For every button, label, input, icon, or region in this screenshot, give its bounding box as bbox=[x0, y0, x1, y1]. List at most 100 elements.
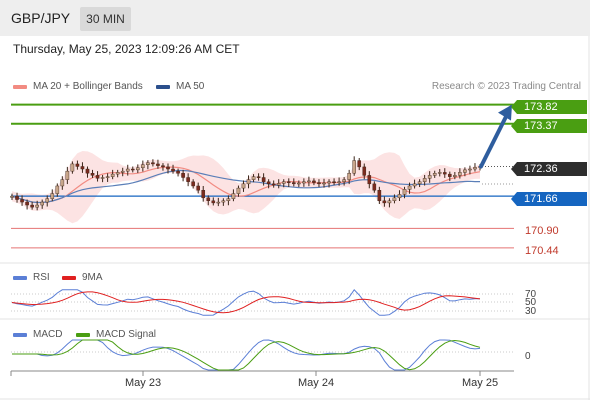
candle-body-up bbox=[35, 204, 39, 208]
candle bbox=[442, 168, 447, 178]
timeframe-button[interactable]: 30 MIN bbox=[80, 7, 131, 31]
candle-body-up bbox=[146, 162, 150, 165]
candle-body-down bbox=[171, 168, 175, 172]
rsi-panel bbox=[0, 262, 590, 316]
macd-panel bbox=[0, 318, 590, 371]
legend-label-ma50: MA 50 bbox=[176, 81, 205, 92]
candle bbox=[251, 174, 256, 183]
target-arrow-layer bbox=[479, 104, 512, 169]
candle-body-up bbox=[50, 193, 55, 199]
candle bbox=[20, 195, 24, 206]
legend-macd-signal: MACD Signal bbox=[76, 329, 156, 340]
candle-body-up bbox=[70, 163, 75, 172]
candle-body-down bbox=[196, 185, 200, 191]
candle bbox=[473, 163, 477, 172]
candle-body-up bbox=[55, 185, 60, 194]
candle-body-up bbox=[216, 201, 221, 204]
levels-layer bbox=[11, 103, 514, 249]
candle bbox=[352, 156, 356, 176]
candle-body-down bbox=[292, 182, 296, 185]
candle bbox=[120, 167, 125, 177]
chart-header: GBP/JPY 30 MIN bbox=[0, 0, 590, 36]
candle-body-up bbox=[422, 178, 427, 182]
candle bbox=[437, 169, 442, 177]
x-axis bbox=[0, 36, 590, 400]
candle-body-down bbox=[15, 195, 19, 200]
candle bbox=[327, 179, 331, 188]
candle bbox=[201, 185, 206, 202]
candle-body-up bbox=[322, 182, 326, 185]
candle-body-up bbox=[221, 200, 226, 203]
candle bbox=[266, 179, 271, 189]
legend-swatch-ma20 bbox=[13, 84, 27, 89]
candle-body-up bbox=[115, 172, 120, 175]
candle bbox=[407, 182, 412, 194]
candle bbox=[337, 177, 341, 186]
candle-body-up bbox=[141, 164, 145, 168]
candle-body-down bbox=[317, 182, 321, 185]
candle bbox=[297, 180, 301, 188]
candle bbox=[136, 164, 140, 174]
candle bbox=[367, 171, 372, 189]
candle-body-down bbox=[90, 173, 95, 176]
candle bbox=[191, 179, 195, 189]
candle-body-down bbox=[176, 170, 180, 174]
candle bbox=[302, 178, 306, 187]
candle bbox=[141, 160, 145, 172]
chart-datetime: Thursday, May 25, 2023 12:09:26 AM CET bbox=[13, 42, 240, 56]
candle bbox=[35, 200, 39, 211]
candle bbox=[231, 189, 236, 202]
candle bbox=[468, 165, 472, 175]
candle bbox=[15, 192, 19, 203]
candle-body-up bbox=[337, 181, 341, 183]
candle-body-down bbox=[271, 183, 276, 186]
candle-body-up bbox=[65, 170, 70, 180]
rsi-line bbox=[11, 289, 480, 316]
candle-body-up bbox=[276, 183, 281, 186]
macd-signal-line bbox=[12, 339, 481, 371]
candle bbox=[30, 201, 34, 210]
candle bbox=[206, 195, 211, 206]
candle-body-down bbox=[20, 199, 24, 203]
candle-body-down bbox=[372, 183, 377, 191]
legend-swatch-macd-signal bbox=[76, 332, 90, 337]
candle-body-down bbox=[156, 163, 160, 166]
candle-body-up bbox=[241, 183, 246, 189]
candle-body-up bbox=[236, 187, 241, 194]
candle bbox=[276, 179, 281, 189]
candle-body-down bbox=[206, 197, 211, 202]
target-arrow-head bbox=[498, 104, 512, 121]
candle-body-down bbox=[166, 166, 170, 170]
candle bbox=[432, 170, 437, 178]
candle bbox=[286, 178, 291, 188]
rsi-level-30: 30 bbox=[525, 306, 537, 317]
ma50-line bbox=[11, 169, 480, 204]
candle bbox=[125, 164, 130, 176]
candle bbox=[372, 181, 377, 193]
candle-body-up bbox=[437, 172, 442, 174]
candle-body-up bbox=[458, 172, 462, 176]
candle bbox=[110, 169, 115, 180]
candle bbox=[402, 186, 407, 199]
rsi-level-50: 50 bbox=[525, 297, 537, 308]
legend-ma20-bollinger: MA 20 + Bollinger Bands bbox=[13, 81, 143, 92]
candle-body-up bbox=[246, 179, 251, 185]
candle bbox=[281, 179, 286, 188]
candle bbox=[186, 173, 190, 187]
candle bbox=[70, 161, 75, 174]
candle-body-down bbox=[357, 160, 362, 168]
resistance-tag-2: 173.37 bbox=[511, 119, 587, 133]
candle-body-up bbox=[473, 167, 477, 170]
candle-body-up bbox=[297, 182, 301, 185]
research-credit: Research © 2023 Trading Central bbox=[431, 81, 581, 92]
candle bbox=[130, 166, 135, 173]
candle-body-up bbox=[347, 173, 351, 180]
candle-body-down bbox=[186, 177, 190, 182]
candle-body-up bbox=[432, 173, 437, 176]
candle bbox=[397, 190, 402, 202]
rsi-ma-line bbox=[11, 291, 481, 314]
candle-body-up bbox=[226, 198, 231, 202]
candle-body-up bbox=[302, 181, 306, 184]
legend-label-macd: MACD bbox=[33, 329, 63, 340]
